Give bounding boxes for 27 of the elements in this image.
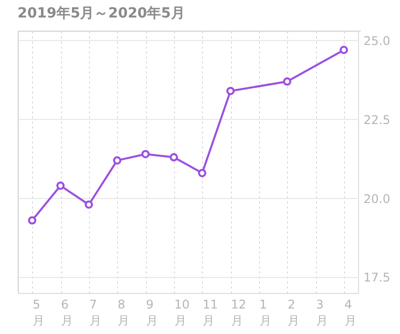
x-tick-label: 9月	[146, 298, 158, 328]
x-tick-label: 4月	[344, 298, 356, 328]
point	[113, 156, 122, 165]
x-tick-label: 7月	[89, 298, 102, 328]
point	[283, 77, 292, 86]
x-tick-label: 8月	[118, 298, 130, 328]
point	[84, 200, 93, 209]
point	[340, 46, 348, 54]
x-tick-label: 11月	[202, 298, 218, 328]
point	[198, 168, 206, 178]
y-tick-label: 17.5	[364, 270, 390, 285]
point	[56, 182, 65, 190]
x-tick-label: 1月	[259, 298, 272, 328]
x-tick-label: 5月	[32, 298, 45, 328]
y-tick-label: 20.0	[364, 192, 390, 206]
chart-title: 2019年5月～2020年5月	[18, 6, 185, 22]
x-tick-label: 10月	[174, 298, 190, 328]
y-tick-label: 22.5	[364, 112, 390, 127]
point	[170, 153, 178, 162]
point	[141, 150, 150, 158]
x-tick-label: 2月	[288, 298, 300, 328]
y-tick-label: 25.0	[364, 34, 390, 48]
point	[28, 216, 36, 225]
point	[226, 86, 235, 96]
x-tick-label: 12月	[231, 298, 246, 328]
x-tick-label: 6月	[61, 298, 73, 328]
x-tick-label: 3月	[316, 298, 328, 328]
